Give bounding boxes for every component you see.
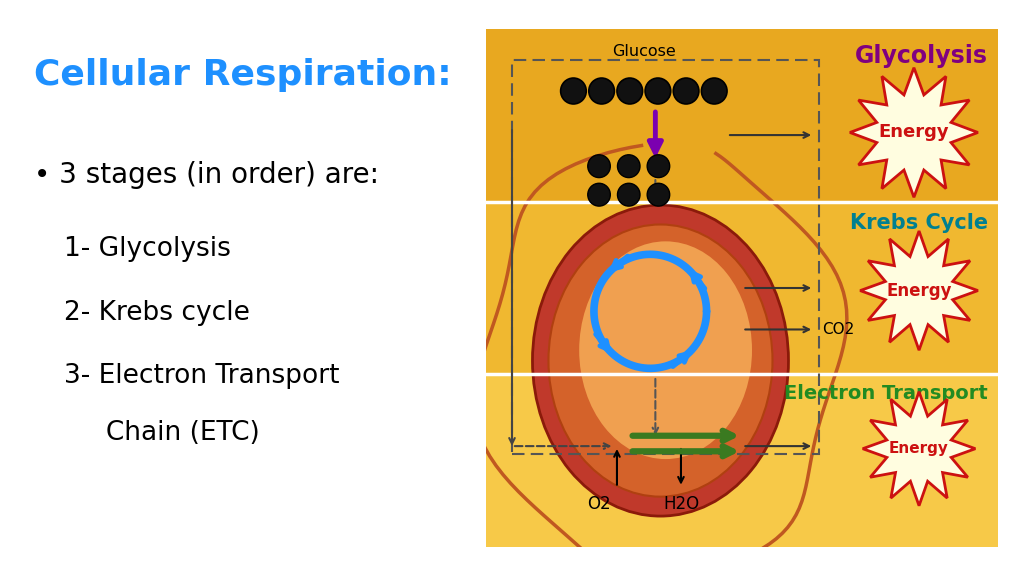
Circle shape bbox=[588, 155, 610, 177]
Polygon shape bbox=[862, 392, 975, 506]
Bar bbox=[486, 202, 998, 374]
Circle shape bbox=[589, 78, 614, 104]
Ellipse shape bbox=[532, 205, 788, 516]
Circle shape bbox=[647, 183, 670, 206]
Text: Krebs Cycle: Krebs Cycle bbox=[850, 213, 988, 233]
Text: H2O: H2O bbox=[663, 495, 699, 513]
Circle shape bbox=[617, 155, 640, 177]
Text: 1- Glycolysis: 1- Glycolysis bbox=[63, 236, 230, 262]
Ellipse shape bbox=[549, 225, 772, 497]
Bar bbox=[486, 29, 998, 202]
Circle shape bbox=[647, 155, 670, 177]
Bar bbox=[512, 60, 819, 454]
Circle shape bbox=[617, 183, 640, 206]
Text: O2: O2 bbox=[587, 495, 611, 513]
Circle shape bbox=[616, 78, 643, 104]
Text: Energy: Energy bbox=[879, 123, 949, 142]
Ellipse shape bbox=[580, 241, 752, 459]
Text: Energy: Energy bbox=[887, 282, 951, 300]
Circle shape bbox=[674, 78, 698, 104]
Circle shape bbox=[560, 78, 586, 104]
Text: 2- Krebs cycle: 2- Krebs cycle bbox=[63, 300, 250, 325]
Circle shape bbox=[645, 78, 671, 104]
Text: • 3 stages (in order) are:: • 3 stages (in order) are: bbox=[35, 161, 380, 190]
Polygon shape bbox=[860, 231, 978, 350]
Bar bbox=[486, 374, 998, 547]
Text: CO2: CO2 bbox=[821, 322, 854, 337]
Text: Glucose: Glucose bbox=[612, 44, 676, 59]
Text: Electron Transport: Electron Transport bbox=[784, 384, 988, 403]
Circle shape bbox=[701, 78, 727, 104]
Text: Chain (ETC): Chain (ETC) bbox=[63, 420, 260, 446]
Text: Energy: Energy bbox=[889, 441, 949, 456]
Text: Glycolysis: Glycolysis bbox=[855, 44, 988, 69]
Circle shape bbox=[588, 183, 610, 206]
Text: Cellular Respiration:: Cellular Respiration: bbox=[35, 58, 452, 92]
Polygon shape bbox=[850, 67, 978, 197]
Text: 3- Electron Transport: 3- Electron Transport bbox=[63, 363, 339, 389]
